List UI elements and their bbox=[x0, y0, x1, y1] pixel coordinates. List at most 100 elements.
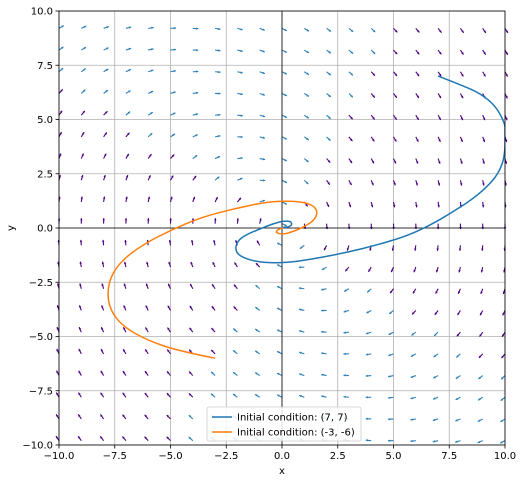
field-arrow-head bbox=[167, 327, 170, 331]
field-arrow-head bbox=[262, 93, 265, 96]
vector-field bbox=[55, 25, 509, 444]
field-arrow-head bbox=[367, 290, 370, 293]
field-arrow-head bbox=[349, 160, 353, 164]
field-arrow-head bbox=[460, 161, 463, 164]
field-arrow-head bbox=[394, 139, 397, 142]
field-arrow-head bbox=[255, 307, 258, 310]
field-arrow-head bbox=[100, 392, 103, 396]
field-arrow-head bbox=[189, 327, 192, 331]
field-arrow-head bbox=[218, 27, 221, 31]
field-arrow-head bbox=[306, 94, 309, 97]
x-tick-label: 7.5 bbox=[441, 451, 457, 462]
field-arrow-head bbox=[236, 218, 239, 221]
field-arrow-head bbox=[191, 239, 194, 243]
field-arrow-head bbox=[350, 73, 353, 76]
field-arrow-head bbox=[56, 305, 60, 308]
field-arrow-head bbox=[105, 68, 109, 72]
field-arrow-head bbox=[190, 283, 193, 287]
field-arrow-head bbox=[391, 269, 394, 273]
field-arrow-head bbox=[166, 436, 170, 440]
field-arrow-head bbox=[123, 327, 126, 330]
field-arrow-head bbox=[504, 139, 508, 143]
field-arrow-head bbox=[482, 183, 485, 186]
field-arrow-head bbox=[78, 370, 81, 374]
field-arrow-head bbox=[365, 374, 369, 378]
field-arrow-head bbox=[211, 328, 214, 331]
y-tick-label: 10.0 bbox=[31, 7, 53, 18]
field-arrow-head bbox=[478, 376, 481, 380]
y-tick-label: −5.0 bbox=[29, 332, 53, 343]
field-arrow-head bbox=[125, 175, 129, 178]
field-arrow-head bbox=[299, 373, 302, 376]
field-arrow-head bbox=[437, 205, 440, 208]
field-arrow-head bbox=[122, 414, 125, 418]
field-arrow-head bbox=[371, 160, 374, 164]
field-arrow-head bbox=[150, 90, 154, 94]
field-arrow-head bbox=[393, 182, 396, 186]
field-arrow-head bbox=[432, 418, 436, 422]
field-arrow-head bbox=[432, 397, 436, 400]
field-arrow-head bbox=[327, 160, 331, 163]
field-arrow-head bbox=[216, 176, 220, 180]
field-arrow-head bbox=[284, 28, 287, 31]
field-arrow-head bbox=[501, 355, 504, 359]
field-arrow-head bbox=[262, 157, 266, 161]
y-tick-label: −10.0 bbox=[22, 441, 53, 452]
field-arrow-head bbox=[299, 394, 302, 398]
field-arrow-head bbox=[147, 196, 151, 199]
field-arrow-head bbox=[78, 348, 81, 352]
field-arrow-head bbox=[277, 329, 280, 332]
field-arrow-head bbox=[478, 398, 481, 401]
field-arrow-head bbox=[167, 371, 170, 374]
field-arrow-head bbox=[412, 312, 415, 315]
field-arrow-head bbox=[262, 28, 265, 31]
x-tick-label: −5.0 bbox=[158, 451, 182, 462]
field-arrow-head bbox=[262, 199, 265, 203]
field-arrow-head bbox=[434, 333, 437, 336]
field-arrow-head bbox=[102, 196, 106, 199]
field-arrow-head bbox=[145, 305, 148, 309]
field-arrow-head bbox=[124, 218, 128, 221]
field-arrow-head bbox=[372, 95, 375, 98]
field-arrow-head bbox=[218, 70, 221, 74]
field-arrow-head bbox=[410, 375, 414, 378]
field-arrow-head bbox=[433, 376, 436, 379]
field-arrow-head bbox=[321, 288, 324, 291]
field-arrow-head bbox=[345, 268, 348, 272]
field-arrow-head bbox=[306, 159, 309, 163]
field-arrow-head bbox=[168, 261, 171, 265]
field-arrow-head bbox=[369, 248, 372, 251]
field-arrow-head bbox=[218, 113, 221, 117]
field-arrow-head bbox=[388, 353, 391, 357]
field-arrow-head bbox=[255, 394, 258, 397]
field-arrow-head bbox=[393, 204, 396, 208]
field-arrow-head bbox=[416, 117, 419, 120]
field-arrow-head bbox=[193, 175, 197, 179]
field-arrow-head bbox=[240, 92, 243, 96]
field-arrow-head bbox=[150, 112, 153, 115]
field-arrow-head bbox=[277, 307, 280, 311]
field-arrow-head bbox=[172, 112, 176, 115]
field-arrow-head bbox=[415, 204, 418, 208]
field-arrow-head bbox=[460, 183, 463, 186]
field-arrow-head bbox=[456, 333, 460, 337]
field-arrow-head bbox=[56, 348, 59, 352]
field-arrow-head bbox=[298, 287, 302, 290]
field-arrow-head bbox=[461, 30, 464, 33]
field-arrow-head bbox=[368, 269, 371, 272]
field-arrow-head bbox=[455, 419, 458, 422]
field-arrow-head bbox=[56, 370, 59, 374]
field-arrow-head bbox=[122, 370, 126, 374]
field-arrow-head bbox=[81, 132, 85, 135]
field-arrow-head bbox=[372, 73, 375, 76]
field-arrow-head bbox=[188, 415, 192, 418]
field-arrow-head bbox=[167, 349, 170, 352]
field-arrow-head bbox=[218, 92, 221, 95]
field-arrow-head bbox=[343, 395, 346, 399]
field-arrow-head bbox=[192, 196, 196, 200]
field-arrow-head bbox=[125, 196, 128, 199]
field-arrow-head bbox=[60, 68, 64, 71]
field-arrow-head bbox=[284, 224, 287, 227]
field-arrow-head bbox=[299, 351, 302, 354]
